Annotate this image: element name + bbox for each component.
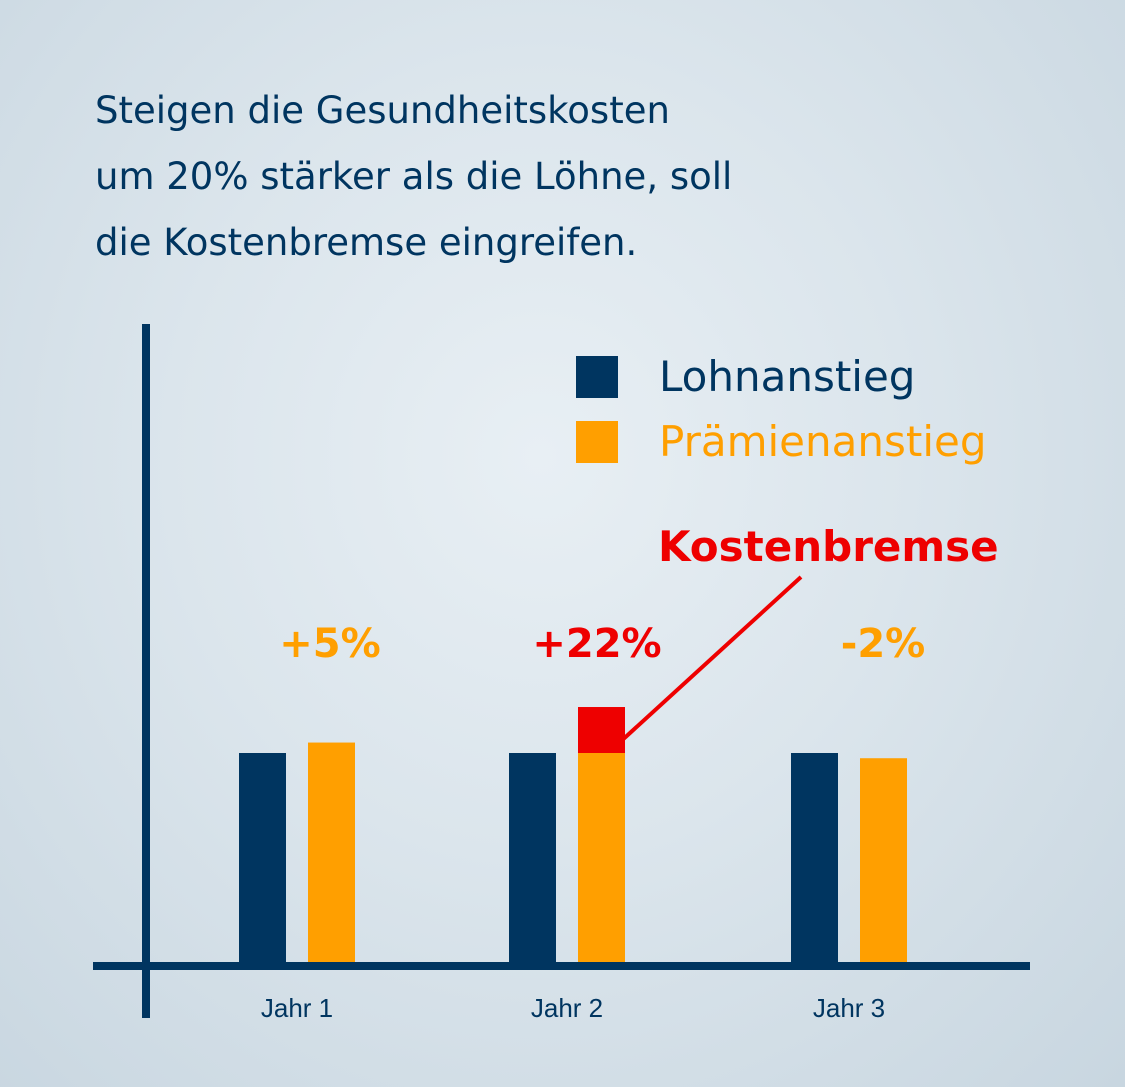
annotation-connector [617,575,803,745]
bar-lohnanstieg-jahr-3 [791,753,838,962]
tick-label-jahr-2: Jahr 2 [531,993,603,1023]
data-label-jahr-2: +22% [532,621,661,667]
bar-praemienanstieg-jahr-2 [578,753,625,962]
legend-label-lohnanstieg: Lohnanstieg [659,352,916,401]
data-label-jahr-1: +5% [279,621,380,667]
bar-praemienanstieg-jahr-1 [308,742,355,962]
legend-item-praemienanstieg: Prämienanstieg [576,417,987,466]
tick-label-jahr-1: Jahr 1 [261,993,333,1023]
title-line-1: Steigen die Gesundheitskosten [95,89,670,132]
bar-lohnanstieg-jahr-2 [509,753,556,962]
legend-item-lohnanstieg: Lohnanstieg [576,352,915,401]
data-label-jahr-3: -2% [841,621,926,667]
bar-lohnanstieg-jahr-1 [239,753,286,962]
title-line-3: die Kostenbremse eingreifen. [95,221,638,264]
bar-praemienanstieg-jahr-3 [860,758,907,962]
tick-label-jahr-3: Jahr 3 [813,993,885,1023]
title-line-2: um 20% stärker als die Löhne, soll [95,155,733,198]
legend-swatch-lohnanstieg [576,355,618,398]
legend-swatch-praemienanstieg [576,420,618,463]
annotation-label-kostenbremse: Kostenbremse [658,522,999,571]
legend-label-praemienanstieg: Prämienanstieg [659,417,987,466]
chart-title: Steigen die Gesundheitskosten um 20% stä… [95,78,995,276]
excess-segment-kostenbremse [578,707,625,753]
